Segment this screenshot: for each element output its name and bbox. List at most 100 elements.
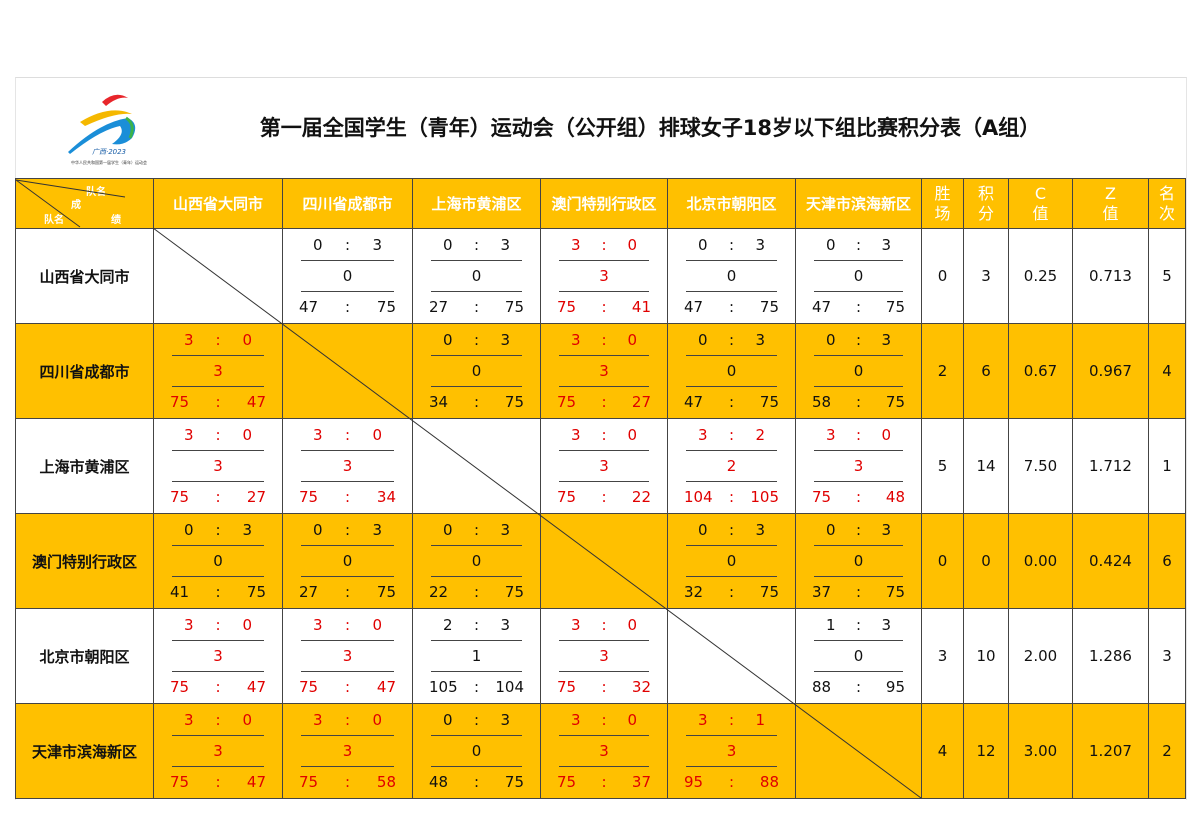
match-points: 3	[599, 456, 609, 475]
points-away: 75	[759, 582, 779, 601]
match-points: 0	[853, 551, 864, 570]
points-home: 75	[557, 677, 577, 696]
points-away: 47	[376, 677, 396, 696]
match-result-cell: 0:3 0 58:75	[795, 323, 922, 419]
match-points: 3	[599, 361, 609, 380]
points-home: 47	[684, 392, 704, 411]
diagonal-cell	[667, 608, 796, 704]
svg-text:中华人民共和国第一届学生（青年）运动会: 中华人民共和国第一届学生（青年）运动会	[71, 159, 147, 165]
sets-away: 3	[881, 330, 891, 349]
sets-home: 0	[313, 520, 323, 539]
match-result-cell: 0:3 0 22:75	[412, 513, 541, 609]
diagonal-cell	[412, 418, 541, 514]
match-result-cell: 3:0 3 75:48	[795, 418, 922, 514]
match-result-cell: 0:3 0 37:75	[795, 513, 922, 609]
points-home: 27	[429, 297, 449, 316]
match-points: 0	[471, 361, 482, 380]
points-away: 75	[504, 297, 524, 316]
points-home: 75	[170, 487, 190, 506]
match-points: 0	[726, 361, 737, 380]
diagonal-cell	[540, 513, 668, 609]
stat-cell: 6	[963, 323, 1009, 419]
column-header-stat: 积分	[963, 178, 1009, 229]
match-result-cell: 0:3 0 32:75	[667, 513, 796, 609]
diagonal-cell	[795, 703, 922, 799]
match-points: 3	[213, 741, 223, 760]
match-points: 0	[853, 266, 864, 285]
stat-cell: 5	[921, 418, 964, 514]
match-points: 1	[471, 646, 482, 665]
sets-home: 3	[826, 425, 836, 444]
points-away: 47	[246, 677, 266, 696]
match-points: 0	[726, 551, 737, 570]
sets-away: 3	[755, 235, 765, 254]
match-points: 0	[471, 741, 482, 760]
match-result-cell: 3:0 3 75:47	[282, 608, 413, 704]
sets-home: 0	[826, 330, 836, 349]
points-away: 75	[759, 297, 779, 316]
column-header-team: 北京市朝阳区	[667, 178, 796, 229]
stat-cell: 7.50	[1008, 418, 1073, 514]
match-result-cell: 3:0 3 75:47	[153, 608, 283, 704]
games-logo: 广西·2023 中华人民共和国第一届学生（青年）运动会	[40, 82, 178, 174]
points-away: 75	[376, 582, 396, 601]
points-away: 75	[885, 582, 905, 601]
match-points: 3	[853, 456, 864, 475]
row-team-name: 上海市黄浦区	[15, 418, 154, 514]
points-home: 88	[812, 677, 832, 696]
points-home: 75	[299, 772, 319, 791]
sets-home: 0	[443, 520, 453, 539]
points-home: 75	[557, 772, 577, 791]
sets-home: 3	[184, 330, 194, 349]
match-result-cell: 3:0 3 75:27	[540, 323, 668, 419]
points-home: 48	[429, 772, 449, 791]
stat-cell: 1.286	[1072, 608, 1149, 704]
points-away: 37	[631, 772, 651, 791]
points-home: 75	[299, 677, 319, 696]
column-header-team: 山西省大同市	[153, 178, 283, 229]
sets-home: 0	[698, 520, 708, 539]
sets-away: 0	[627, 425, 637, 444]
match-points: 0	[342, 266, 353, 285]
table-row: 天津市滨海新区 3:0 3 75:47 3:0 3 75:58 0:3 0 48…	[15, 703, 1186, 799]
sets-away: 3	[372, 235, 382, 254]
standings-table: 队名成绩队名 山西省大同市 四川省成都市 上海市黄浦区 澳门特别行政区 北京市朝阳区 天津市…	[15, 178, 1186, 799]
points-away: 22	[631, 487, 651, 506]
points-away: 58	[376, 772, 396, 791]
match-result-cell: 3:0 3 75:32	[540, 608, 668, 704]
stat-cell: 10	[963, 608, 1009, 704]
points-home: 75	[557, 297, 577, 316]
sets-home: 0	[443, 710, 453, 729]
sets-home: 3	[313, 615, 323, 634]
points-away: 75	[376, 297, 396, 316]
points-home: 34	[429, 392, 449, 411]
stat-cell: 2	[1148, 703, 1186, 799]
points-away: 47	[246, 772, 266, 791]
sets-home: 3	[571, 710, 581, 729]
stat-cell: 1.712	[1072, 418, 1149, 514]
match-points: 0	[471, 551, 482, 570]
points-away: 48	[885, 487, 905, 506]
points-home: 75	[557, 487, 577, 506]
svg-text:广西·2023: 广西·2023	[92, 148, 126, 156]
points-away: 41	[631, 297, 651, 316]
table-row: 北京市朝阳区 3:0 3 75:47 3:0 3 75:47 2:3 1 105…	[15, 608, 1186, 704]
points-home: 75	[557, 392, 577, 411]
column-header-stat: 胜场	[921, 178, 964, 229]
sets-away: 0	[242, 710, 252, 729]
points-home: 27	[299, 582, 319, 601]
sets-home: 0	[443, 330, 453, 349]
match-points: 0	[726, 266, 737, 285]
match-result-cell: 3:1 3 95:88	[667, 703, 796, 799]
match-points: 3	[213, 361, 223, 380]
points-home: 75	[170, 392, 190, 411]
sets-home: 0	[443, 235, 453, 254]
sets-home: 3	[571, 615, 581, 634]
sets-home: 3	[184, 615, 194, 634]
stat-cell: 6	[1148, 513, 1186, 609]
sets-home: 3	[571, 330, 581, 349]
match-points: 3	[213, 456, 223, 475]
match-points: 3	[726, 741, 737, 760]
stat-cell: 3	[963, 228, 1009, 324]
